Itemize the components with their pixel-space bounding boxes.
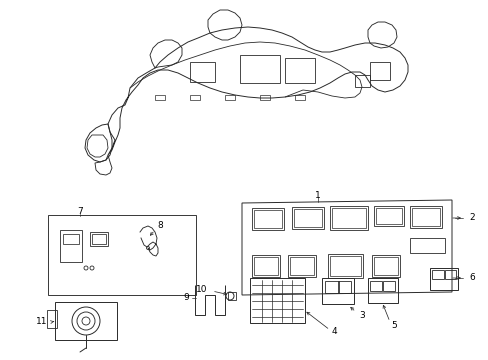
Bar [55,302,117,340]
Text: 3: 3 [358,311,364,320]
Bar [373,257,397,275]
Bar [240,55,280,83]
Bar [409,206,441,228]
Bar [253,257,278,275]
Bar [289,257,313,275]
Text: 4: 4 [330,328,336,337]
Bar [92,234,106,244]
Bar [369,62,389,80]
Text: 8: 8 [157,221,163,230]
Text: 9: 9 [183,293,188,302]
Bar [329,206,367,230]
Bar [429,268,457,290]
Bar [337,281,350,293]
Bar [291,207,324,229]
Bar [47,310,57,328]
Bar [367,278,397,303]
Bar [431,270,443,279]
Text: 11: 11 [36,318,48,327]
Bar [227,292,236,300]
Bar [325,281,338,293]
Text: 5: 5 [390,321,396,330]
Text: 6: 6 [468,274,474,283]
Bar [253,210,282,228]
Bar [327,254,362,278]
Bar [371,255,399,277]
Bar [331,208,365,228]
Bar [411,208,439,226]
Text: 2: 2 [468,213,474,222]
Bar [249,278,305,323]
Bar [369,281,381,291]
Bar [251,208,284,230]
Text: 1: 1 [314,190,320,199]
Bar [354,75,369,87]
Bar [444,270,455,279]
Bar [251,255,280,277]
Bar [63,234,79,244]
Bar [329,256,360,276]
Bar [293,209,321,227]
Bar [321,278,353,304]
Bar [373,206,403,226]
Bar [375,208,401,224]
Bar [60,230,82,262]
Bar [409,238,444,253]
Text: 7: 7 [77,207,82,216]
Bar [287,255,315,277]
Bar [190,62,215,82]
Bar [48,215,196,295]
Text: 10: 10 [196,284,207,293]
Bar [90,232,108,246]
Bar [285,58,314,83]
Bar [382,281,394,291]
